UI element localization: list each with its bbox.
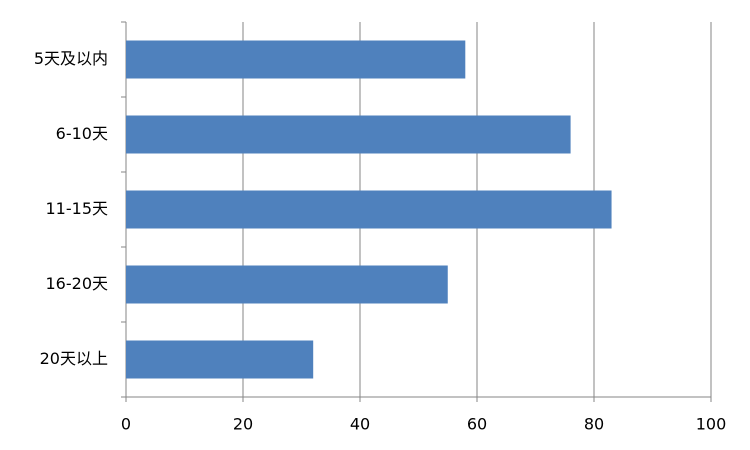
x-tick-label: 0 xyxy=(121,415,131,434)
bar xyxy=(126,340,314,379)
y-tick-label: 11-15天 xyxy=(46,199,109,218)
bar xyxy=(126,190,612,229)
y-tick-label: 20天以上 xyxy=(40,349,108,368)
y-tick-label: 5天及以内 xyxy=(34,49,108,68)
y-tick-label: 16-20天 xyxy=(46,274,109,293)
bar xyxy=(126,265,448,304)
bar xyxy=(126,40,466,79)
y-tick-label: 6-10天 xyxy=(56,124,108,143)
x-tick-label: 80 xyxy=(584,415,604,434)
bar xyxy=(126,115,571,154)
x-tick-label: 60 xyxy=(467,415,487,434)
x-tick-label: 20 xyxy=(233,415,253,434)
x-tick-label: 100 xyxy=(696,415,727,434)
x-tick-label: 40 xyxy=(350,415,370,434)
